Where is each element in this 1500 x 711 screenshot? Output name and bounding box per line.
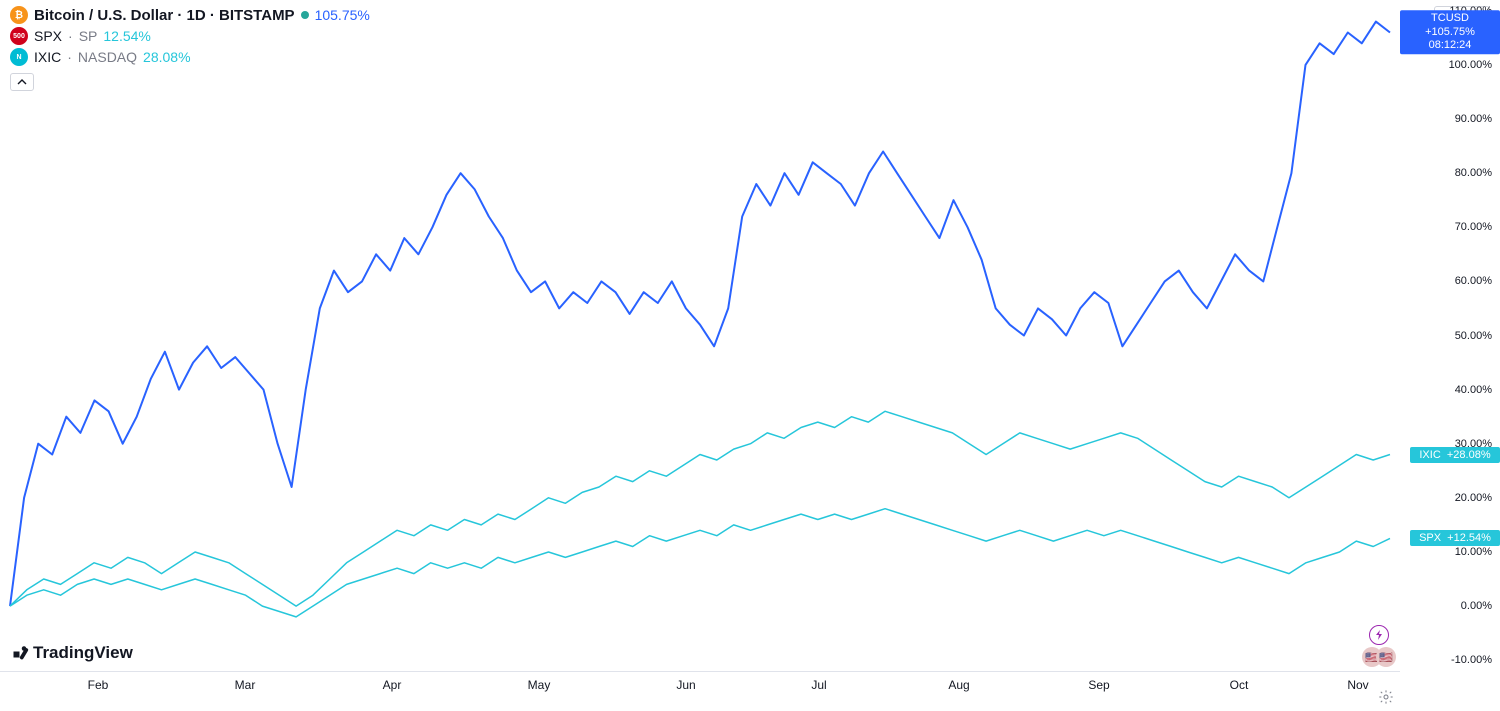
x-tick-label: Oct (1230, 678, 1249, 692)
series-end-label: IXIC +28.08% (1410, 447, 1500, 463)
symbol-icon: N (10, 48, 28, 66)
symbol-title: Bitcoin / U.S. Dollar · 1D · BITSTAMP (34, 7, 295, 24)
btc-icon: ₿ (10, 6, 28, 24)
series-line-IXIC (10, 411, 1390, 606)
series-line-BTCUSD (10, 22, 1390, 607)
y-tick-label: 0.00% (1461, 600, 1492, 612)
x-tick-label: Sep (1088, 678, 1109, 692)
symbol-pct: 12.54% (103, 28, 150, 44)
y-tick-label: 70.00% (1455, 221, 1492, 233)
symbol-row: N IXIC · NASDAQ 28.08% (10, 48, 1490, 66)
y-tick-label: 40.00% (1455, 384, 1492, 396)
symbol-row-main: ₿ Bitcoin / U.S. Dollar · 1D · BITSTAMP … (10, 6, 1490, 24)
x-tick-label: Feb (88, 678, 109, 692)
symbol-pct: 28.08% (143, 49, 190, 65)
y-tick-label: 80.00% (1455, 167, 1492, 179)
x-tick-label: Jun (676, 678, 695, 692)
chart-corner-icons: 🇺🇸 🇺🇸 (1362, 625, 1396, 667)
flag-icon-2[interactable]: 🇺🇸 (1376, 647, 1396, 667)
symbol-source: NASDAQ (78, 49, 137, 65)
separator: · (67, 49, 72, 65)
x-tick-label: Aug (948, 678, 969, 692)
chart-header: ₿ Bitcoin / U.S. Dollar · 1D · BITSTAMP … (0, 0, 1500, 91)
series-end-label: SPX +12.54% (1410, 530, 1500, 546)
y-axis: -10.00%0.00%10.00%20.00%30.00%40.00%50.0… (1400, 0, 1500, 671)
chart-area: -10.00%0.00%10.00%20.00%30.00%40.00%50.0… (0, 0, 1500, 711)
symbol-row: 500 SPX · SP 12.54% (10, 27, 1490, 45)
collapse-legend-button[interactable] (10, 73, 34, 91)
separator: · (68, 28, 73, 44)
series-line-SPX (10, 509, 1390, 617)
tradingview-logo[interactable]: TradingView (12, 643, 133, 663)
flash-icon[interactable] (1369, 625, 1389, 645)
y-tick-label: 10.00% (1455, 546, 1492, 558)
x-tick-label: Jul (811, 678, 826, 692)
y-tick-label: 90.00% (1455, 113, 1492, 125)
symbol-icon: 500 (10, 27, 28, 45)
axis-settings-icon[interactable] (1378, 689, 1396, 707)
y-tick-label: 60.00% (1455, 275, 1492, 287)
x-tick-label: Apr (383, 678, 402, 692)
market-status-dot (301, 11, 309, 19)
y-tick-label: 20.00% (1455, 492, 1492, 504)
plot-area[interactable] (0, 0, 1400, 671)
x-tick-label: May (528, 678, 551, 692)
x-tick-label: Nov (1347, 678, 1368, 692)
x-tick-label: Mar (235, 678, 256, 692)
symbol-code: SPX (34, 28, 62, 44)
symbol-code: IXIC (34, 49, 61, 65)
x-axis: Feb Mar Apr May Jun Jul Aug Sep Oct Nov (0, 671, 1400, 711)
main-pct: 105.75% (315, 7, 370, 23)
y-tick-label: -10.00% (1451, 654, 1492, 666)
symbol-source: SP (79, 28, 98, 44)
y-tick-label: 50.00% (1455, 330, 1492, 342)
